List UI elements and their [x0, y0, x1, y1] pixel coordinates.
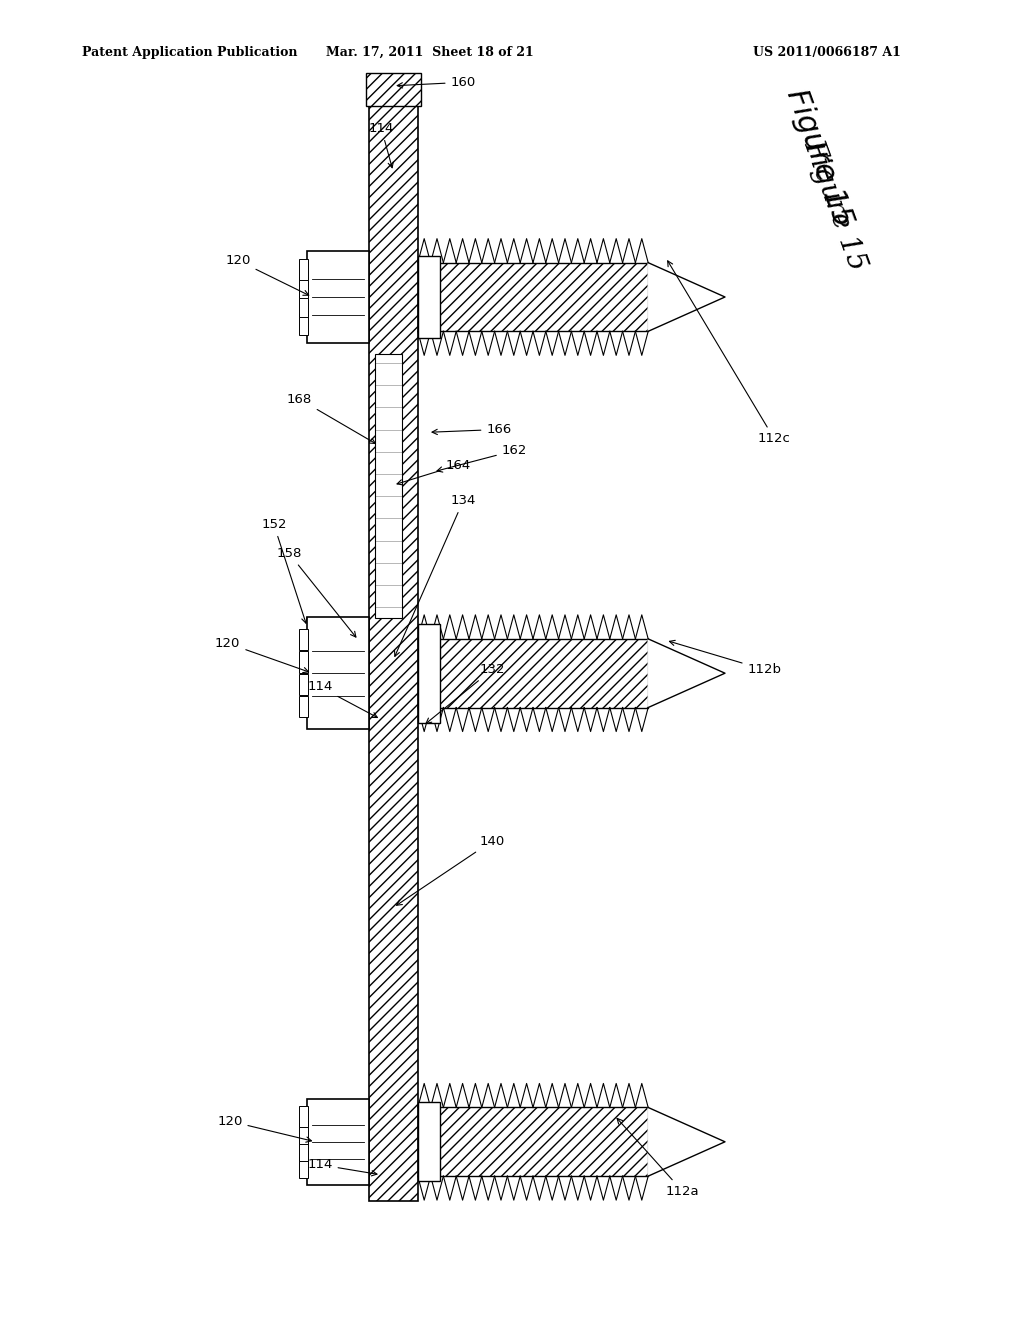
Text: Figure 15: Figure 15 [799, 136, 870, 273]
Bar [307, 1098, 369, 1185]
Text: 132: 132 [426, 663, 505, 723]
Text: 164: 164 [397, 458, 471, 484]
Bar [299, 314, 308, 335]
Text: 162: 162 [437, 444, 527, 473]
Bar [375, 354, 401, 618]
Bar [366, 73, 421, 106]
Text: Figure 15: Figure 15 [781, 86, 857, 231]
Bar [418, 1107, 648, 1176]
Text: US 2011/0066187 A1: US 2011/0066187 A1 [754, 46, 901, 59]
Text: 140: 140 [396, 834, 505, 906]
Bar [299, 673, 308, 694]
Text: 168: 168 [287, 392, 376, 444]
Bar [418, 256, 440, 338]
Text: 134: 134 [394, 494, 476, 656]
Bar [299, 652, 308, 672]
Bar [299, 259, 308, 280]
Bar [299, 277, 308, 298]
Bar [418, 639, 648, 708]
Text: 112a: 112a [617, 1118, 699, 1197]
Text: Patent Application Publication: Patent Application Publication [82, 46, 297, 59]
Text: 120: 120 [225, 253, 308, 296]
Polygon shape [648, 1107, 725, 1176]
Bar [299, 1156, 308, 1177]
Bar [369, 106, 418, 1201]
Bar [299, 1139, 308, 1162]
Text: 158: 158 [276, 546, 356, 638]
Bar [418, 1102, 440, 1181]
Text: 112c: 112c [668, 261, 791, 445]
Text: 120: 120 [215, 636, 308, 673]
Text: 166: 166 [432, 422, 512, 436]
Bar [299, 630, 308, 651]
Text: 120: 120 [217, 1114, 311, 1142]
Text: 112b: 112b [670, 640, 781, 676]
Bar [299, 296, 308, 317]
Text: 160: 160 [397, 75, 476, 88]
Polygon shape [648, 263, 725, 331]
Bar [307, 251, 369, 343]
Text: Mar. 17, 2011  Sheet 18 of 21: Mar. 17, 2011 Sheet 18 of 21 [327, 46, 534, 59]
Text: 114: 114 [307, 680, 378, 718]
Text: 114: 114 [369, 121, 394, 168]
Bar [418, 624, 440, 722]
Bar [299, 1122, 308, 1143]
Text: 152: 152 [261, 517, 307, 623]
Bar [418, 263, 648, 331]
Text: 114: 114 [307, 1158, 377, 1176]
Polygon shape [648, 639, 725, 708]
Bar [307, 618, 369, 729]
Bar [299, 1106, 308, 1127]
Bar [299, 697, 308, 718]
